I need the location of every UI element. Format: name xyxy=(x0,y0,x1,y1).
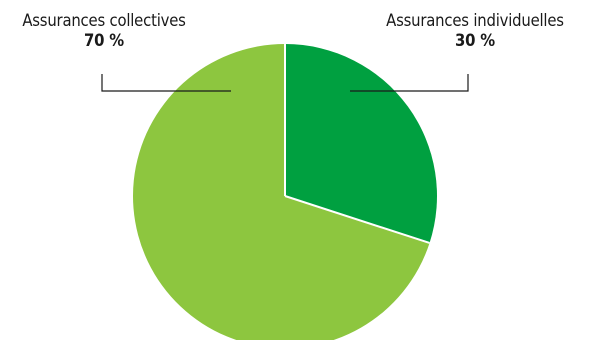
slice-separator-1 xyxy=(284,195,430,244)
slice-label-individuelles: Assurances individuelles 30 % xyxy=(368,11,582,51)
leader-line-individuelles xyxy=(350,74,469,92)
slice-percent-collectives: 70 % xyxy=(84,31,124,50)
pie-slice-1 xyxy=(133,44,430,340)
pie-slice-0 xyxy=(285,44,437,243)
leader-line-collectives xyxy=(101,74,231,92)
slice-percent-individuelles: 30 % xyxy=(455,31,495,50)
slice-name-individuelles: Assurances individuelles xyxy=(386,11,564,30)
slice-name-collectives: Assurances collectives xyxy=(22,11,186,30)
slice-label-collectives: Assurances collectives 70 % xyxy=(14,11,194,51)
